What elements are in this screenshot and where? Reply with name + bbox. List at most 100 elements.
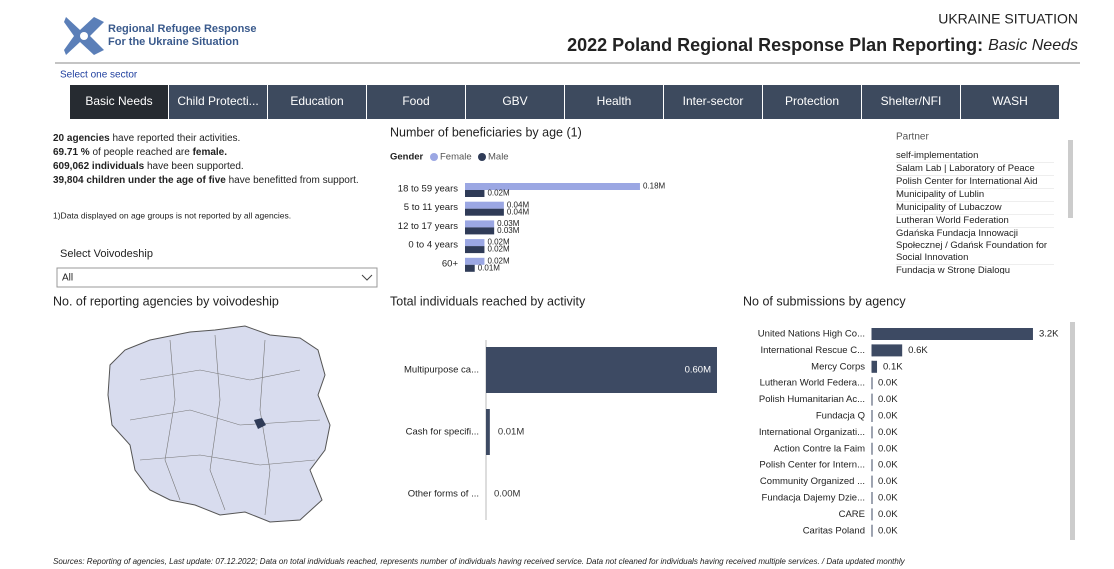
- sector: Basic Needs: [988, 37, 1078, 54]
- bar: [465, 239, 485, 247]
- dropdown-value: All: [62, 273, 73, 284]
- value-label: 0.0K: [878, 394, 898, 405]
- value-label: 0.60M: [685, 365, 711, 376]
- tab-label: WASH: [992, 94, 1028, 108]
- tab[interactable]: [466, 85, 564, 119]
- bar: [486, 347, 717, 393]
- value-label: 0.6K: [908, 345, 928, 356]
- partner-item[interactable]: Fundacja w Stronę Dialogu: [896, 265, 1054, 274]
- bar: [465, 201, 504, 209]
- value-label: 0.1K: [883, 361, 903, 372]
- value-label: 0.02M: [487, 238, 510, 247]
- map: [107, 325, 331, 523]
- stat-text: have been supported.: [144, 161, 244, 172]
- tab[interactable]: [862, 85, 960, 119]
- tab-label: Child Protecti...: [177, 94, 258, 108]
- value-label: 0.00M: [494, 489, 520, 500]
- tab[interactable]: [664, 85, 762, 119]
- value-label: 0.0K: [878, 378, 898, 389]
- category-label: Multipurpose ca...: [404, 365, 479, 376]
- tab[interactable]: [70, 85, 168, 119]
- voivodeship-label: Select Voivodeship: [60, 248, 153, 260]
- value-label: 0.0K: [878, 509, 898, 520]
- stat: 20 agencies have reported their activiti…: [53, 133, 240, 144]
- value-label: 3.2K: [1039, 329, 1059, 340]
- bar: [872, 360, 878, 373]
- tab[interactable]: [961, 85, 1059, 119]
- page-title: 2022 Poland Regional Response Plan Repor…: [567, 35, 1078, 55]
- stat-bold: female.: [193, 147, 228, 158]
- partner-item[interactable]: Municipality of Lublin: [896, 189, 1054, 202]
- bar: [465, 190, 485, 197]
- bar: [465, 264, 475, 272]
- stat: 609,062 individuals have been supported.: [53, 161, 244, 172]
- stat: 69.71 % of people reached are female.: [53, 147, 227, 158]
- stat-bold: 20 agencies: [53, 133, 110, 144]
- bar: [465, 220, 495, 228]
- sector-prompt: Select one sector: [60, 70, 138, 81]
- bar: [465, 227, 495, 235]
- tab[interactable]: [763, 85, 861, 119]
- value-label: 0.0K: [878, 476, 898, 487]
- value-label: 0.0K: [878, 443, 898, 454]
- category-label: Community Organized ...: [760, 476, 865, 487]
- category-label: Fundacja Dajemy Dzie...: [762, 493, 865, 504]
- category-label: 0 to 4 years: [408, 240, 458, 251]
- partner-item[interactable]: Salam Lab | Laboratory of Peace: [896, 163, 1054, 176]
- category-label: 12 to 17 years: [398, 221, 458, 232]
- partner-item[interactable]: Polish Center for International Aid: [896, 176, 1054, 189]
- bar: [465, 208, 504, 216]
- value-label: 0.04M: [507, 200, 530, 209]
- map-title: No. of reporting agencies by voivodeship: [53, 294, 279, 308]
- stat: 39,804 children under the age of five ha…: [53, 175, 359, 186]
- tab-label: Food: [402, 94, 429, 108]
- value-label: 0.04M: [507, 207, 530, 216]
- value-label: 0.0K: [878, 525, 898, 536]
- value-label: 0.0K: [878, 427, 898, 438]
- tab[interactable]: [268, 85, 366, 119]
- value-label: 0.0K: [878, 493, 898, 504]
- bar: [486, 409, 490, 455]
- value-label: 0.02M: [487, 245, 510, 254]
- bar: [465, 257, 485, 265]
- chart-title: Total individuals reached by activity: [390, 294, 586, 308]
- title: 2022 Poland Regional Response Plan Repor…: [567, 35, 983, 55]
- legend-label: Female: [440, 152, 472, 163]
- bar: [872, 344, 903, 357]
- value-label: 0.03M: [497, 219, 520, 228]
- scrollbar: [1068, 140, 1073, 218]
- situation: UKRAINE SITUATION: [938, 11, 1078, 27]
- scrollbar: [1070, 322, 1075, 540]
- stat-bold: 609,062 individuals: [53, 161, 145, 172]
- bar: [465, 246, 485, 254]
- stat-text: of people reached are: [90, 147, 193, 158]
- partner-item[interactable]: self-implementation: [896, 150, 1054, 163]
- category-label: 5 to 11 years: [404, 202, 458, 213]
- value-label: 0.0K: [878, 460, 898, 471]
- partner-list: self-implementation Salam Lab | Laborator…: [896, 150, 1054, 274]
- note: 1)Data displayed on age groups is not re…: [53, 210, 291, 220]
- tab-label: Protection: [785, 94, 839, 108]
- category-label: Cash for specifi...: [406, 427, 479, 438]
- category-label: 60+: [442, 258, 459, 269]
- tab-label: Inter-sector: [683, 94, 744, 108]
- tab[interactable]: [367, 85, 465, 119]
- tab[interactable]: [169, 85, 267, 119]
- tab-label: Education: [290, 94, 343, 108]
- category-label: International Rescue C...: [760, 345, 865, 356]
- partner-item[interactable]: Municipality of Lubaczow: [896, 202, 1054, 215]
- category-label: Lutheran World Federa...: [760, 378, 865, 389]
- partner-item[interactable]: Gdańska Fundacja Innowacji Społecznej / …: [896, 228, 1054, 265]
- partner-label: Partner: [896, 132, 929, 143]
- org-line2: For the Ukraine Situation: [108, 36, 239, 48]
- dropdown[interactable]: [56, 267, 378, 288]
- category-label: Polish Humanitarian Ac...: [759, 394, 865, 405]
- dropdown-arrow: [361, 274, 373, 281]
- org-line1: Regional Refugee Response: [108, 23, 257, 35]
- category-label: 18 to 59 years: [398, 184, 458, 195]
- tab[interactable]: [565, 85, 663, 119]
- legend-swatch: [478, 153, 486, 161]
- partner-item[interactable]: Lutheran World Federation: [896, 215, 1054, 228]
